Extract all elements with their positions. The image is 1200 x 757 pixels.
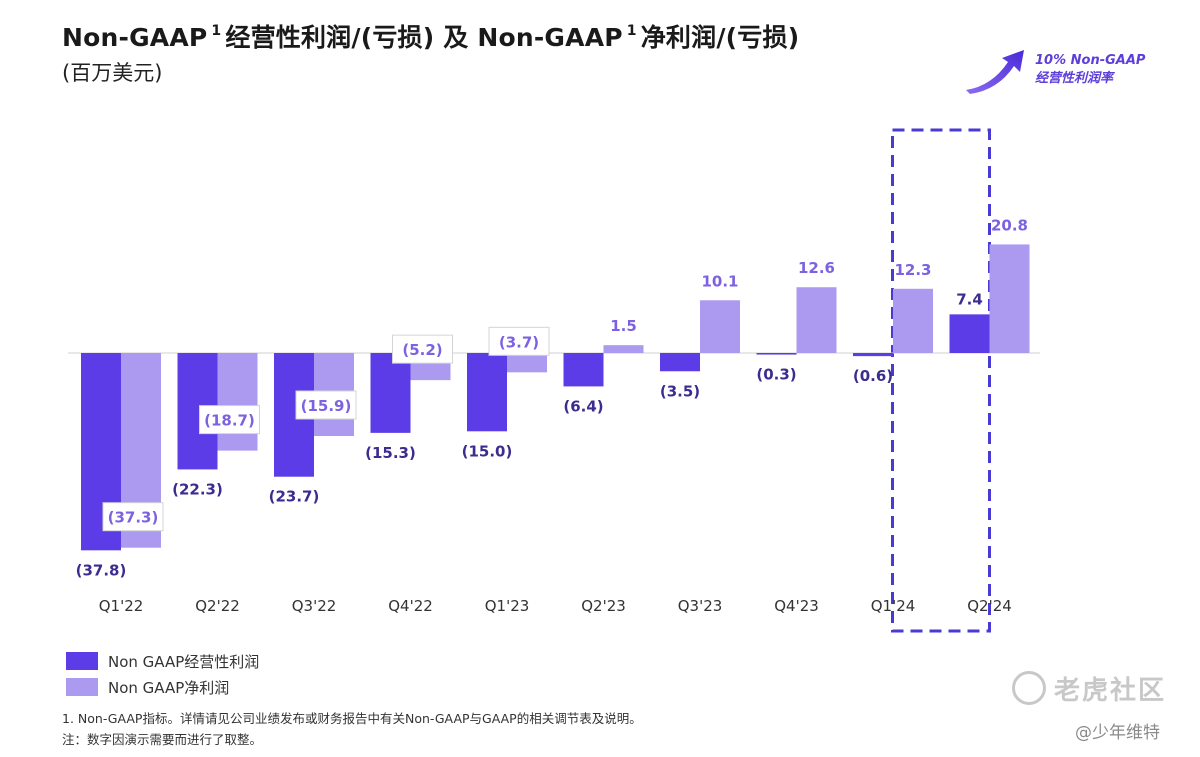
bar-net-9	[989, 244, 1030, 353]
label-net-0: (37.3)	[108, 509, 159, 527]
x-tick-label-6: Q3'23	[678, 597, 723, 615]
callout-line1: 10% Non-GAAP	[1035, 53, 1146, 68]
x-tick-label-1: Q2'22	[195, 597, 240, 615]
bar-operating-4	[467, 353, 507, 432]
label-operating-2: (23.7)	[269, 488, 320, 506]
label-operating-3: (15.3)	[365, 444, 416, 462]
label-net-1: (18.7)	[204, 412, 255, 430]
bar-net-8	[893, 288, 933, 353]
label-box-net-0	[102, 502, 164, 532]
label-net-8: 12.3	[894, 261, 931, 279]
x-tick-label-2: Q3'22	[292, 597, 337, 615]
bar-operating-7	[756, 353, 797, 355]
bar-net-7	[796, 287, 837, 353]
label-operating-9: 7.4	[956, 290, 983, 308]
x-tick-label-0: Q1'22	[99, 597, 144, 615]
label-operating-6: (3.5)	[660, 382, 700, 400]
label-net-7: 12.6	[798, 259, 835, 277]
highlight-box	[891, 128, 991, 633]
label-operating-4: (15.0)	[462, 442, 513, 460]
label-operating-5: (6.4)	[563, 397, 603, 415]
bar-net-5	[603, 345, 644, 353]
label-operating-1: (22.3)	[172, 480, 223, 498]
bar-operating-8	[853, 353, 893, 357]
margin-callout: 10% Non-GAAP 经营性利润率	[1035, 52, 1145, 88]
legend-item-operating: Non GAAP经营性利润	[66, 648, 259, 674]
bar-net-4	[507, 353, 547, 373]
title-part2: 经营性利润/(亏损) 及 Non-GAAP	[225, 23, 623, 52]
label-operating-0: (37.8)	[76, 561, 127, 579]
watermark-logo-icon	[1012, 671, 1046, 705]
title-footnote-marker: 1	[211, 23, 222, 39]
bar-operating-3	[370, 353, 411, 433]
x-tick-label-7: Q4'23	[774, 597, 819, 615]
label-box-net-4	[488, 326, 550, 356]
label-box-net-1	[199, 405, 260, 435]
legend-swatch-operating	[66, 652, 98, 670]
title-part1: Non-GAAP	[62, 23, 208, 52]
label-operating-7: (0.3)	[756, 366, 796, 384]
trend-arrow-icon	[966, 50, 1024, 94]
label-net-6: 10.1	[701, 272, 738, 290]
bar-net-6	[700, 300, 740, 353]
watermark-site: 老虎社区	[1054, 676, 1167, 706]
legend-label-operating: Non GAAP经营性利润	[108, 652, 260, 671]
footnotes: 1. Non-GAAP指标。详情请见公司业绩发布或财务报告中有关Non-GAAP…	[62, 708, 642, 750]
watermark-logo: 老虎社区	[1012, 670, 1166, 707]
callout-line2: 经营性利润率	[1035, 71, 1114, 86]
x-tick-label-4: Q1'23	[485, 597, 530, 615]
x-tick-label-9: Q2'24	[967, 597, 1012, 615]
x-tick-label-3: Q4'22	[388, 597, 433, 615]
title-footnote-marker-2: 1	[626, 23, 637, 39]
label-net-9: 20.8	[991, 216, 1028, 234]
chart-legend: Non GAAP经营性利润 Non GAAP净利润	[66, 648, 259, 700]
legend-label-net: Non GAAP净利润	[108, 678, 230, 697]
legend-item-net: Non GAAP净利润	[66, 674, 259, 700]
label-box-net-2	[295, 390, 357, 420]
label-net-5: 1.5	[610, 317, 637, 335]
label-box-net-3	[392, 334, 453, 364]
bar-operating-6	[660, 353, 700, 372]
footnote-1: 1. Non-GAAP指标。详情请见公司业绩发布或财务报告中有关Non-GAAP…	[62, 711, 642, 726]
bar-operating-9	[949, 314, 990, 353]
legend-swatch-net	[66, 678, 98, 696]
x-tick-label-5: Q2'23	[581, 597, 626, 615]
label-net-3: (5.2)	[402, 341, 442, 359]
bar-operating-5	[563, 353, 604, 387]
bar-chart: (37.8) (37.3) Q1'22 (22.3) (18.7) Q2'22 (23.7)…	[68, 128, 1040, 633]
bar-net-1	[217, 353, 258, 451]
watermark-user: @少年维特	[1075, 723, 1160, 743]
footnote-2: 注：数字因演示需要而进行了取整。	[62, 732, 263, 747]
chart-subtitle: (百万美元)	[62, 61, 163, 85]
x-tick-label-8: Q1'24	[871, 597, 916, 615]
title-part3: 净利润/(亏损)	[640, 23, 800, 52]
label-operating-8: (0.6)	[853, 367, 893, 385]
label-net-2: (15.9)	[301, 397, 352, 415]
label-net-4: (3.7)	[499, 333, 539, 351]
chart-title: Non-GAAP 1 经营性利润/(亏损) 及 Non-GAAP 1 净利润/(亏损)	[62, 18, 799, 54]
